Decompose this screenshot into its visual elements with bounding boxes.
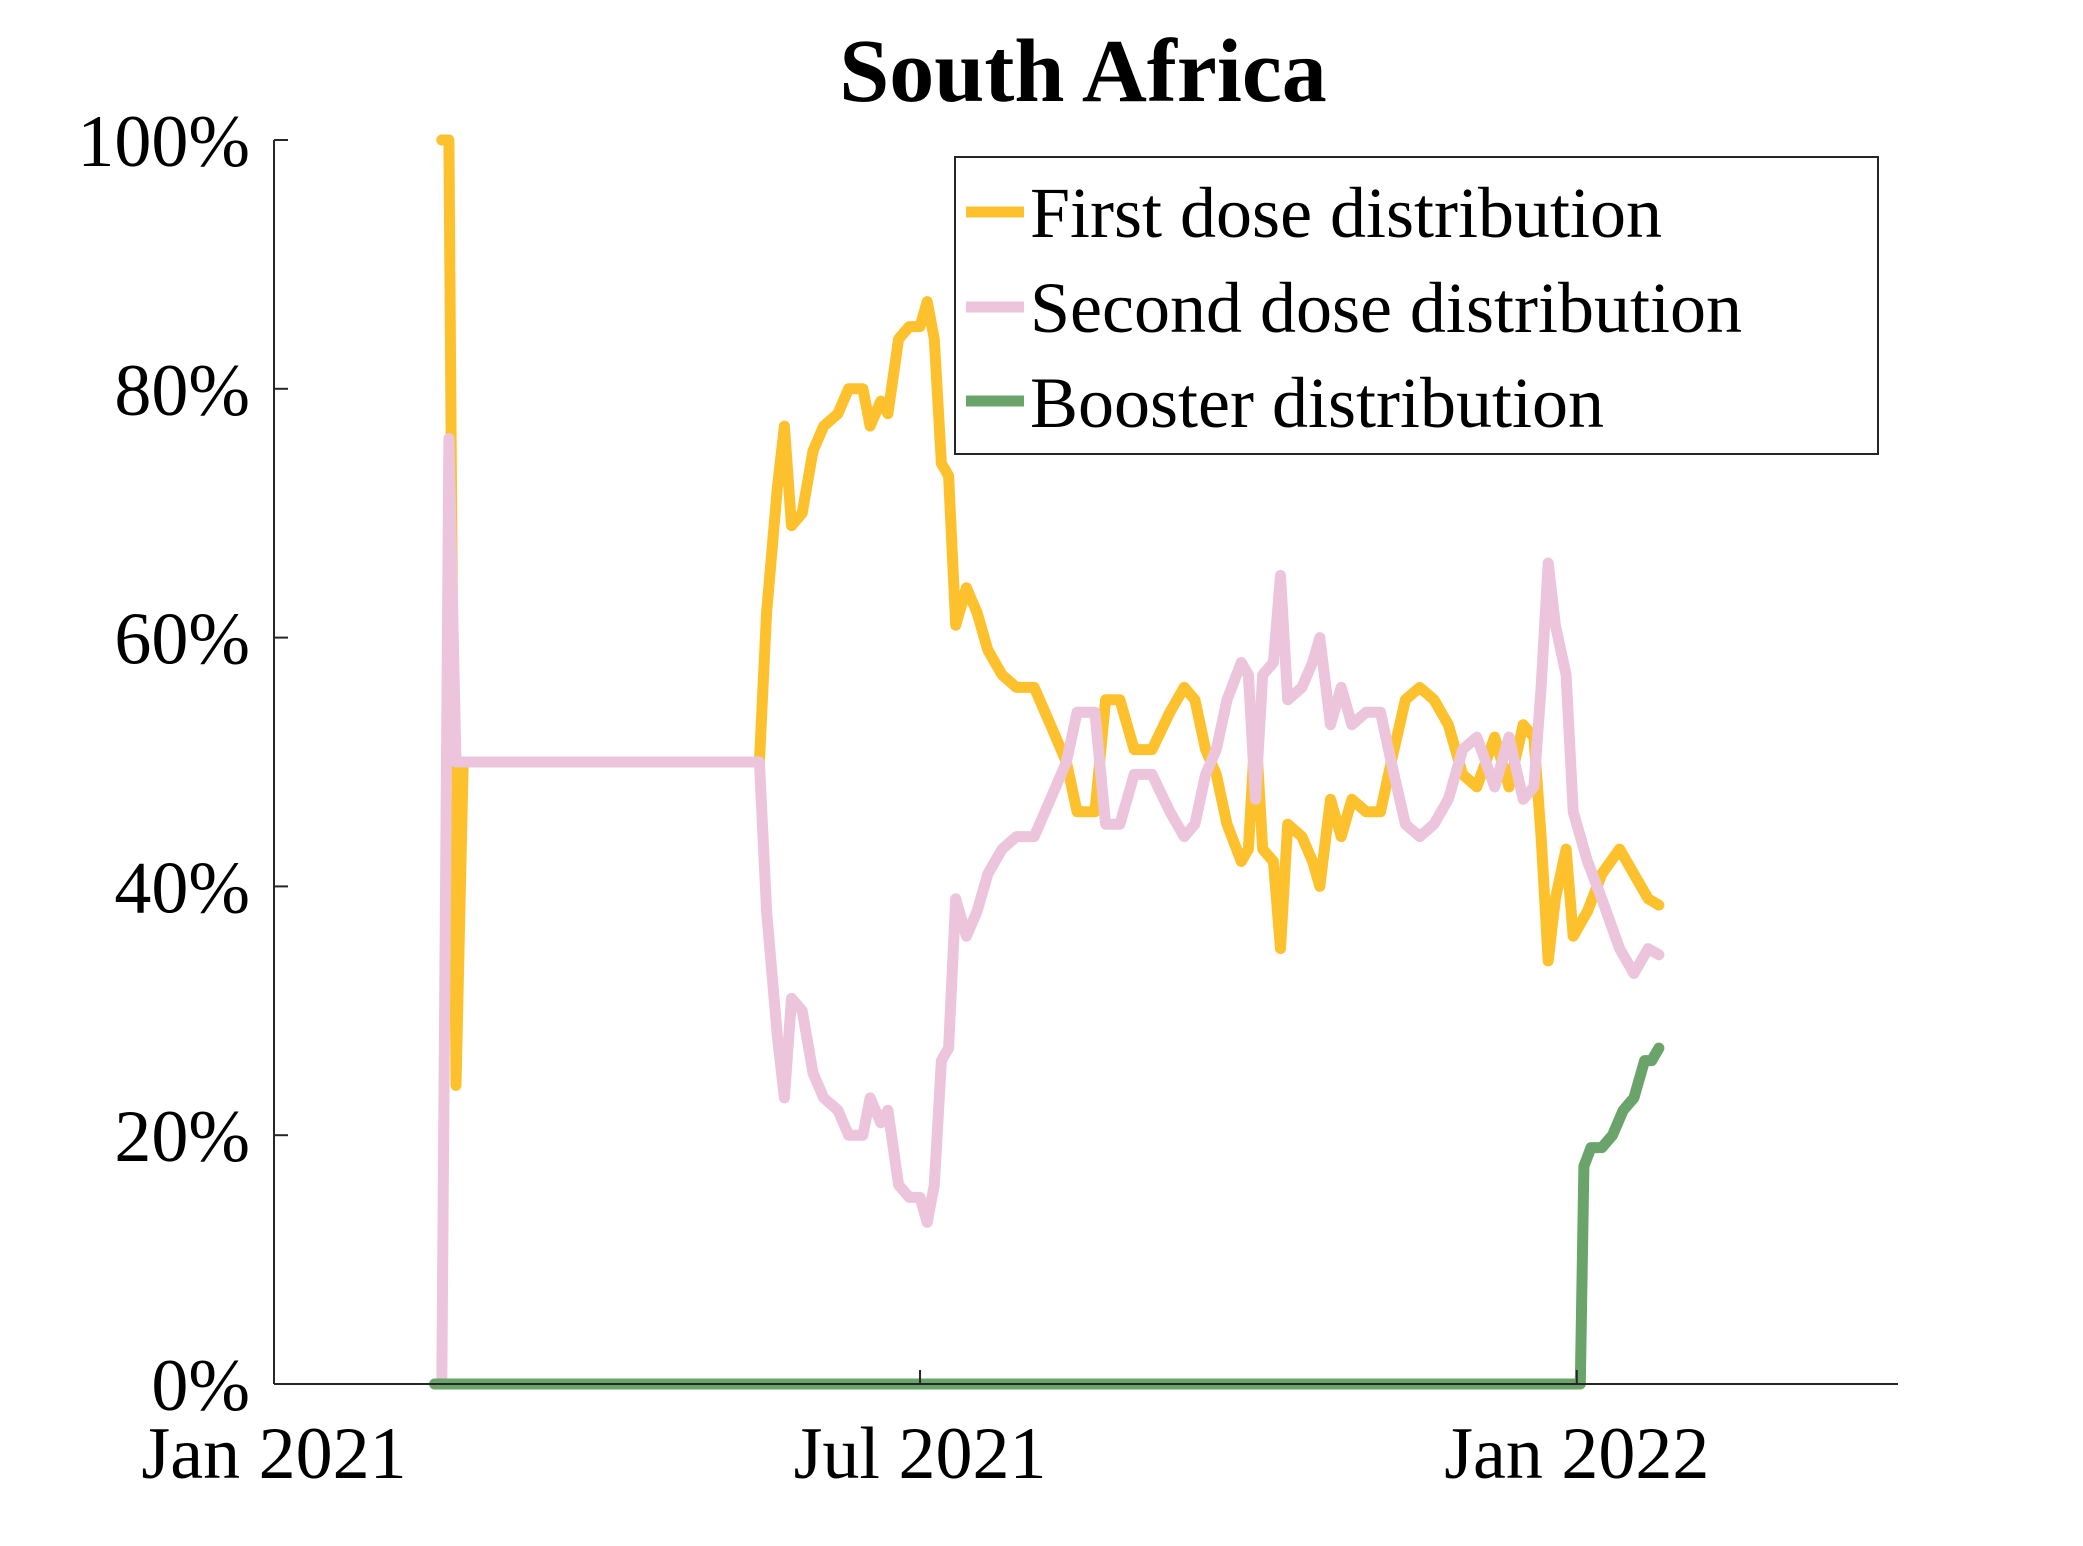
x-tick-label: Jan 2021 bbox=[141, 1413, 406, 1495]
y-tick-label: 0% bbox=[151, 1345, 250, 1427]
chart-title: South Africa bbox=[839, 22, 1327, 121]
y-tick-label: 20% bbox=[114, 1096, 250, 1178]
x-tick-label: Jul 2021 bbox=[794, 1413, 1047, 1495]
x-ticks: Jan 2021 Jul 2021 Jan 2022 bbox=[141, 1370, 1709, 1495]
legend-label-first-dose: First dose distribution bbox=[1030, 173, 1662, 253]
series-second-dose-line bbox=[436, 433, 1665, 1390]
series-first-dose-line bbox=[436, 134, 1665, 1091]
legend-label-second-dose: Second dose distribution bbox=[1030, 268, 1742, 348]
legend-label-booster: Booster distribution bbox=[1030, 363, 1604, 443]
axes bbox=[273, 140, 1898, 1385]
x-tick-label: Jan 2022 bbox=[1444, 1413, 1709, 1495]
legend-box bbox=[954, 156, 1879, 455]
y-tick-label: 80% bbox=[114, 350, 250, 432]
y-tick-label: 40% bbox=[114, 847, 250, 929]
y-tick-label: 60% bbox=[114, 599, 250, 681]
y-ticks: 0% 20% 40% 60% 80% 100% bbox=[77, 101, 288, 1427]
legend: First dose distribution Second dose dist… bbox=[954, 156, 1879, 455]
y-tick-label: 100% bbox=[77, 101, 250, 183]
